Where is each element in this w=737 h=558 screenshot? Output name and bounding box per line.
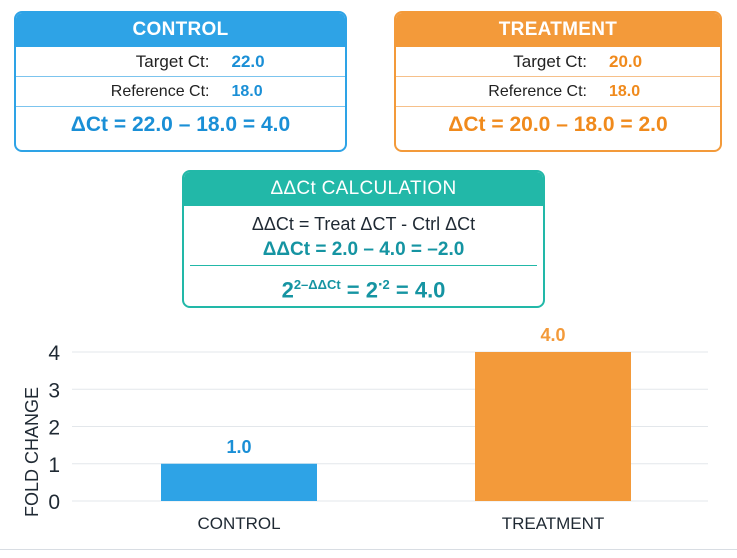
control-card: CONTROL Target Ct: 22.0 Reference Ct: 18… <box>14 11 347 152</box>
ddct-title: ΔΔCt CALCULATION <box>184 172 543 206</box>
treatment-target-label: Target Ct: <box>513 51 587 71</box>
treatment-target-value: 20.0 <box>609 51 643 71</box>
ddct-divider <box>190 265 537 266</box>
treatment-reference-row: Reference Ct: 18.0 <box>396 77 720 107</box>
ddct-final-exponent-value: ‧2 <box>378 277 390 292</box>
ddct-final-exponent: 2–ΔΔCt <box>293 277 341 292</box>
control-target-row: Target Ct: 22.0 <box>16 47 345 77</box>
chart-y-axis-label: FOLD CHANGE <box>22 387 42 517</box>
y-tick-label: 0 <box>48 491 60 514</box>
bar-value-label: 1.0 <box>226 437 251 457</box>
treatment-reference-label: Reference Ct: <box>488 82 587 100</box>
x-tick-label: CONTROL <box>197 514 280 533</box>
x-tick-label: TREATMENT <box>502 514 605 533</box>
y-tick-label: 1 <box>48 454 60 477</box>
ddct-final-result: = 4.0 <box>389 277 446 303</box>
ddct-final-mid: = 2 <box>340 277 378 303</box>
chart-bars: 1.0 4.0 <box>161 325 631 501</box>
page-bottom-divider <box>0 549 737 550</box>
treatment-formula: ΔCt = 20.0 – 18.0 = 2.0 <box>448 113 668 136</box>
control-title: CONTROL <box>16 13 345 47</box>
control-reference-value: 18.0 <box>231 82 263 100</box>
control-formula: ΔCt = 22.0 – 18.0 = 4.0 <box>70 113 291 136</box>
treatment-title: TREATMENT <box>396 13 720 47</box>
ddct-card: ΔΔCt CALCULATION ΔΔCt = Treat ΔCT - Ctrl… <box>182 170 545 308</box>
control-target-label: Target Ct: <box>135 51 210 71</box>
control-reference-row: Reference Ct: 18.0 <box>16 77 345 107</box>
fold-change-chart: 1.0 4.0 0 1 2 3 4 CONTROL TREATMENT FOLD CHANG… <box>22 325 708 533</box>
bar-value-label: 4.0 <box>540 325 565 345</box>
y-tick-label: 3 <box>48 379 60 402</box>
chart-x-ticks: CONTROL TREATMENT <box>197 514 604 533</box>
bar-treatment <box>475 352 631 501</box>
y-tick-label: 2 <box>48 417 60 440</box>
y-tick-label: 4 <box>48 342 60 365</box>
bar-control <box>161 463 317 501</box>
ddct-fold-change-formula: 22–ΔΔCt = 2‧2 = 4.0 <box>184 266 543 302</box>
control-reference-label: Reference Ct: <box>110 82 210 100</box>
ddct-formula-line: ΔΔCt = Treat ΔCT - Ctrl ΔCt <box>251 214 476 234</box>
chart-y-ticks: 0 1 2 3 4 <box>48 342 60 514</box>
treatment-target-row: Target Ct: 20.0 <box>396 47 720 77</box>
control-target-value: 22.0 <box>231 51 265 71</box>
treatment-reference-value: 18.0 <box>609 82 641 100</box>
ddct-value-line: ΔΔCt = 2.0 – 4.0 = –2.0 <box>262 239 465 260</box>
treatment-card: TREATMENT Target Ct: 20.0 Reference Ct: … <box>394 11 722 152</box>
ddct-final-base: 2 <box>281 277 294 303</box>
